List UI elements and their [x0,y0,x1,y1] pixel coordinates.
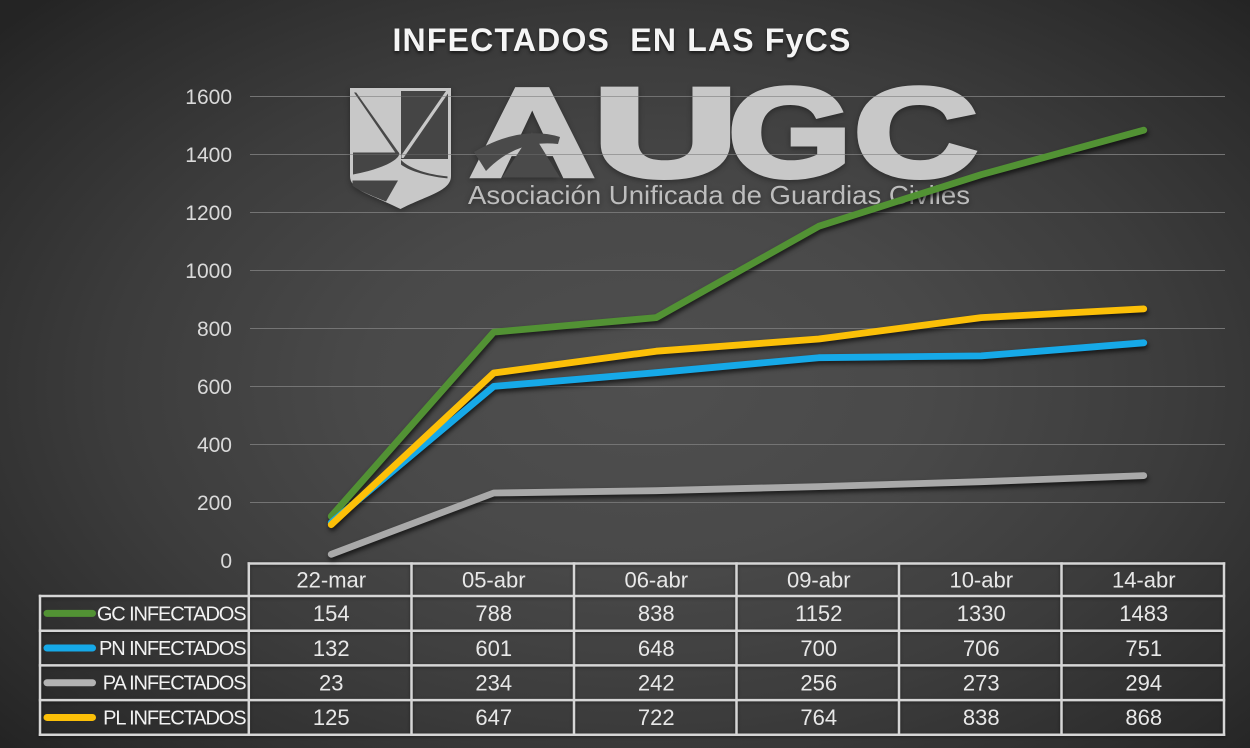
svg-text:1000: 1000 [185,260,232,283]
svg-text:800: 800 [197,318,232,341]
svg-text:05-abr: 05-abr [462,568,526,593]
svg-text:1483: 1483 [1119,601,1168,626]
svg-text:722: 722 [638,705,675,730]
svg-text:788: 788 [475,601,512,626]
svg-text:868: 868 [1125,705,1162,730]
svg-text:256: 256 [800,671,837,696]
svg-text:14-abr: 14-abr [1112,568,1176,593]
svg-text:PA INFECTADOS: PA INFECTADOS [103,673,247,695]
svg-text:PL INFECTADOS: PL INFECTADOS [103,707,246,729]
svg-text:601: 601 [475,636,512,661]
svg-text:764: 764 [800,705,837,730]
svg-text:838: 838 [638,601,675,626]
svg-text:647: 647 [475,705,512,730]
svg-text:600: 600 [197,376,232,399]
svg-text:706: 706 [963,636,1000,661]
svg-text:06-abr: 06-abr [624,568,688,593]
svg-text:10-abr: 10-abr [949,568,1013,593]
svg-text:154: 154 [313,601,350,626]
svg-text:132: 132 [313,636,350,661]
svg-text:751: 751 [1125,636,1162,661]
svg-text:23: 23 [319,671,343,696]
svg-text:648: 648 [638,636,675,661]
svg-text:22-mar: 22-mar [296,568,366,593]
svg-text:1200: 1200 [185,202,232,225]
svg-text:09-abr: 09-abr [787,568,851,593]
svg-text:PN INFECTADOS: PN INFECTADOS [99,638,246,660]
svg-text:200: 200 [197,492,232,515]
svg-text:234: 234 [475,671,512,696]
svg-text:0: 0 [220,550,232,573]
svg-text:125: 125 [313,705,350,730]
svg-text:1400: 1400 [185,144,232,167]
svg-text:U: U [593,62,738,203]
svg-text:G: G [729,63,852,203]
svg-text:838: 838 [963,705,1000,730]
svg-text:400: 400 [197,434,232,457]
svg-text:1600: 1600 [185,86,232,109]
svg-text:700: 700 [800,636,837,661]
svg-text:1330: 1330 [957,601,1006,626]
svg-text:294: 294 [1125,671,1162,696]
svg-text:1152: 1152 [795,601,842,626]
svg-text:GC INFECTADOS: GC INFECTADOS [97,603,246,625]
svg-text:242: 242 [638,671,675,696]
svg-text:273: 273 [963,671,1000,696]
